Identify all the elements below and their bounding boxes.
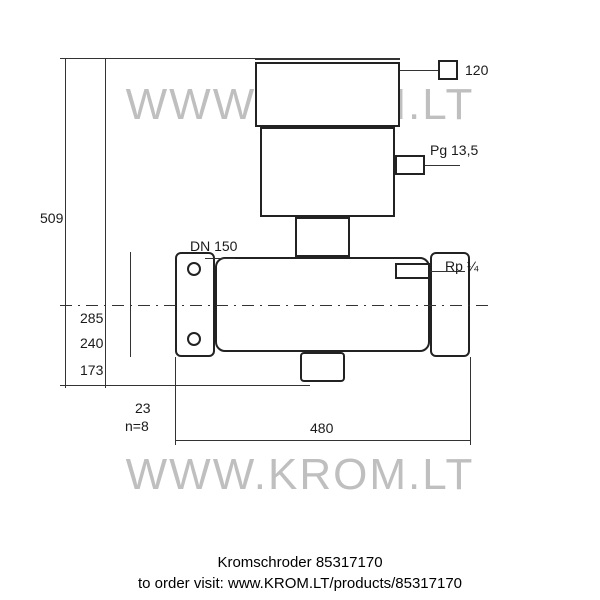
dim-120-line <box>400 70 438 71</box>
drawing-canvas: WWW.KROM.LT WWW.KROM.LT 509 285 240 <box>0 0 600 600</box>
label-dn: DN 150 <box>190 238 237 254</box>
lead-pg <box>425 165 460 166</box>
cable-gland <box>395 155 425 175</box>
tick-509-bot <box>60 385 310 386</box>
label-23: 23 <box>135 400 151 416</box>
bolt-hole-bottom <box>187 332 201 346</box>
label-n8: n=8 <box>125 418 149 434</box>
part-number: 85317170 <box>316 554 383 571</box>
neck <box>295 217 350 257</box>
ext-509 <box>65 58 66 388</box>
port-rp14 <box>395 263 430 279</box>
label-285: 285 <box>80 310 103 326</box>
lead-dn <box>205 258 235 259</box>
actuator-top-housing <box>255 62 400 127</box>
tick-509-top <box>60 58 260 59</box>
bolt-hole-top <box>187 262 201 276</box>
order-url: www.KROM.LT/products/85317170 <box>228 575 462 592</box>
ext-285-240-173 <box>105 58 106 388</box>
dim-480-l <box>175 357 176 445</box>
square-symbol <box>438 60 458 80</box>
dim-480-line <box>175 440 470 441</box>
brand: Kromschroder <box>217 554 311 571</box>
watermark-bottom: WWW.KROM.LT <box>0 450 600 500</box>
label-120: 120 <box>465 62 488 78</box>
order-prefix: to order visit: <box>138 575 224 592</box>
roof-line <box>255 58 400 60</box>
label-pg: Pg 13,5 <box>430 142 478 158</box>
bottom-nub <box>300 352 345 382</box>
label-509: 509 <box>40 210 63 226</box>
label-480: 480 <box>310 420 333 436</box>
centerline <box>60 305 490 306</box>
label-240: 240 <box>80 335 103 351</box>
footer: Kromschroder 85317170 to order visit: ww… <box>0 552 600 594</box>
label-173: 173 <box>80 362 103 378</box>
dim-480-r <box>470 357 471 445</box>
actuator-mid-housing <box>260 127 395 217</box>
ext-240 <box>130 252 131 357</box>
label-rp: Rp ¼ <box>445 258 478 274</box>
